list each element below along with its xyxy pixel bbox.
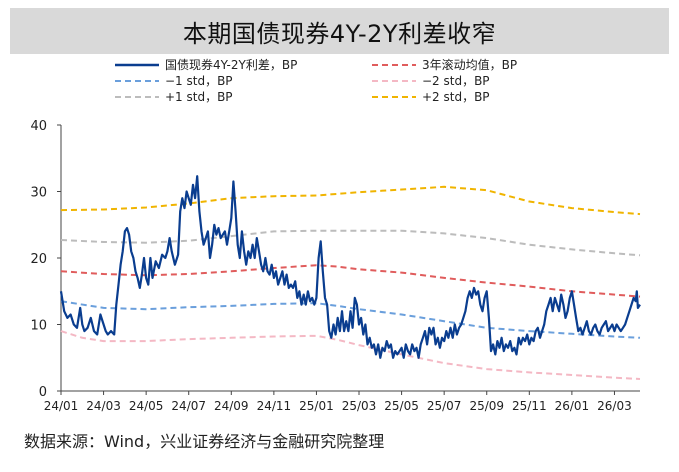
chart-title: 本期国债现券4Y-2Y利差收窄 [182, 19, 497, 48]
x-tick-label: 24/11 [257, 399, 292, 413]
chart-title-bar: 本期国债现券4Y-2Y利差收窄 [10, 8, 669, 54]
y-tick-label: 30 [30, 186, 47, 201]
series-layer [59, 175, 641, 380]
series-line-4 [60, 229, 641, 257]
series-line-0 [59, 175, 641, 359]
series-line-1 [60, 264, 641, 298]
x-tick-label: 25/05 [384, 399, 419, 413]
y-tick-label: 40 [30, 119, 47, 134]
series-line-2 [60, 300, 641, 339]
y-tick-label: 20 [30, 252, 47, 267]
legend-label: −1 std，BP [165, 74, 233, 88]
legend-label: −2 std，BP [422, 74, 490, 88]
legend-item-3: −2 std，BP [372, 74, 490, 88]
legend-label: +2 std，BP [422, 90, 490, 104]
x-tick-label: 25/01 [299, 399, 334, 413]
legend-item-2: −1 std，BP [115, 74, 233, 88]
source-note: 数据来源：Wind，兴业证券经济与金融研究院整理 [24, 432, 385, 451]
x-tick-label: 24/03 [86, 399, 121, 413]
legend: 国债现券4Y-2Y利差，BP 3年滚动均值，BP −1 std，BP −2 std，B… [115, 57, 517, 104]
x-tick-label: 24/07 [171, 399, 206, 413]
legend-label: 3年滚动均值，BP [422, 57, 517, 72]
legend-label: +1 std，BP [165, 90, 233, 104]
chart: 国债现券4Y-2Y利差，BP 3年滚动均值，BP −1 std，BP −2 std，B… [30, 57, 641, 413]
y-tick-label: 0 [39, 385, 47, 400]
x-tick-label: 25/03 [342, 399, 377, 413]
series-line-5 [60, 185, 641, 216]
x-tick-label: 24/01 [44, 399, 79, 413]
y-tick-label: 10 [30, 319, 47, 334]
legend-label: 国债现券4Y-2Y利差，BP [165, 57, 297, 72]
x-tick-label: 25/07 [427, 399, 462, 413]
x-tick-label: 25/11 [512, 399, 547, 413]
legend-item-0: 国债现券4Y-2Y利差，BP [115, 57, 297, 72]
legend-item-4: +1 std，BP [115, 90, 233, 104]
x-tick-label: 26/03 [597, 399, 632, 413]
legend-item-1: 3年滚动均值，BP [372, 57, 517, 72]
x-tick-label: 24/09 [214, 399, 249, 413]
x-tick-label: 25/09 [469, 399, 504, 413]
axes: 0 10 20 30 40 24/01 24/03 24/05 24/07 24/09 24/11 2… [30, 119, 640, 413]
series-line-3 [60, 330, 641, 380]
legend-item-5: +2 std，BP [372, 90, 490, 104]
x-tick-label: 26/01 [555, 399, 590, 413]
x-tick-label: 24/05 [129, 399, 164, 413]
